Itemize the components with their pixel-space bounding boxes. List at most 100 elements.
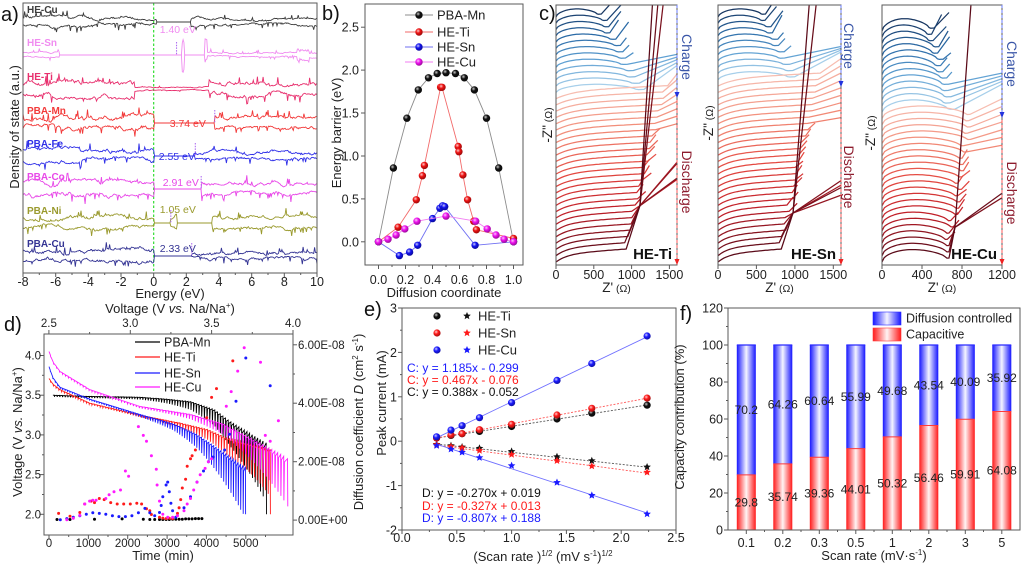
x-tick-label: 1.0: [503, 531, 520, 545]
y-axis-label: -Z" (Ω): [701, 105, 716, 140]
x-tick-label: 2.5: [667, 531, 684, 545]
x-tick-label: 0: [150, 275, 157, 289]
diffusion-point: [215, 387, 218, 391]
diffusion-point: [58, 518, 62, 522]
y-tick-label: 2.5: [342, 21, 359, 35]
legend-item-he-ti: HE-Ti: [433, 309, 511, 324]
diffusion-point: [159, 504, 163, 507]
y-axis-label: -Z" (Ω): [863, 115, 878, 150]
series-label: PBA-Fe: [27, 139, 64, 150]
bar-value-label-capacitive: 50.32: [877, 477, 907, 491]
diffusion-point: [166, 515, 170, 519]
x-tick-label: 0.1: [738, 536, 755, 550]
data-point-d: [643, 510, 651, 518]
data-point: [460, 74, 468, 82]
dos-spin-up-line: [22, 38, 318, 56]
bar-diffusion-controlled: [846, 345, 866, 449]
gitt-voltage-line: [52, 394, 267, 515]
diffusion-point: [189, 457, 192, 461]
data-point: [438, 83, 446, 92]
bar-value-label-diffusion: 64.26: [768, 397, 798, 411]
dos-series-he-ti: HE-Ti: [22, 72, 318, 105]
diffusion-point: [190, 517, 194, 521]
data-point: [500, 235, 508, 243]
x-tick-label: 0: [46, 538, 52, 550]
diffusion-point: [122, 502, 126, 506]
data-point: [412, 196, 420, 204]
dos-series-he-cu: HE-Cu: [22, 5, 318, 33]
data-point: [403, 114, 411, 122]
x-tick-label: 6: [248, 275, 255, 289]
data-point: [401, 225, 409, 233]
label-part: Voltage (V: [105, 301, 169, 316]
discharge-spectrum-line: [882, 180, 970, 194]
label-part: (cm: [351, 360, 366, 385]
data-point: [418, 172, 427, 180]
x-tick-label: -8: [17, 275, 28, 289]
y-tick-label: 4.0: [25, 351, 41, 363]
charge-spectrum-line: [882, 75, 1002, 94]
y-tick-label: 80: [709, 376, 723, 390]
discharge-spectrum-line: [718, 109, 841, 131]
dos-series-pba-ni: PBA-Ni 1.05 eV: [22, 204, 318, 237]
legend-label: PBA-Mn: [437, 8, 485, 23]
diffusion-point: [164, 483, 168, 487]
discharge-spectrum-line: [882, 186, 967, 200]
band-gap-label: 2.91 eV: [163, 177, 199, 189]
data-point: [413, 217, 421, 225]
charge-spectrum-line: [556, 19, 620, 37]
panel-label: f): [680, 303, 692, 325]
band-gap-label: 2.33 eV: [160, 243, 196, 255]
dos-plot-area: HE-Cu HE-Sn 1.40 eV HE-Ti PBA-Mn 3.74 eV PBA-F…: [17, 2, 324, 289]
discharge-spectrum-line: [556, 159, 650, 181]
diffusion-point: [180, 517, 184, 521]
y-tick-label: 2.0: [25, 509, 41, 521]
bar-value-label-capacitive: 35.74: [768, 490, 798, 504]
label-superscript: 1/2: [601, 549, 613, 558]
x-tick-label: 10: [310, 275, 324, 289]
data-point: [509, 238, 518, 246]
label-superscript: +: [10, 371, 19, 376]
discharge-spectrum-line: [718, 202, 798, 225]
data-point-c: [588, 359, 596, 368]
diffusion-point: [141, 517, 145, 521]
diffusion-point: [148, 511, 152, 515]
legend-marker: [415, 28, 423, 36]
data-point: [495, 164, 503, 172]
discharge-spectrum-line: [718, 184, 841, 232]
label-part: (mV s: [552, 549, 590, 564]
data-point-c: [508, 399, 516, 407]
discharge-spectrum-line: [718, 5, 810, 263]
bar-value-label-diffusion: 40.09: [950, 375, 980, 389]
discharge-spectrum-line: [882, 155, 970, 169]
discharge-spectrum-line: [718, 79, 841, 106]
y-tick-label: -2: [386, 524, 397, 538]
discharge-spectrum-line: [882, 136, 1002, 150]
charge-spectrum-line: [882, 26, 947, 44]
discharge-arrow-head: [999, 259, 1005, 265]
x-tick-label: 2.0: [613, 531, 630, 545]
data-point: [451, 69, 460, 78]
label-superscript: -1: [590, 549, 598, 558]
bar-capacitive: [736, 474, 756, 530]
bar-value-label-diffusion: 55.99: [841, 390, 871, 404]
discharge-spectrum-line: [718, 140, 808, 163]
panel-f-capacity-contribution-chart: f) Capacity contribution (%) Scan rate (…: [672, 302, 1021, 563]
series-label: HE-Ti: [27, 72, 53, 83]
legend-label: HE-Ti: [437, 25, 470, 40]
label-part: Na/Na: [10, 375, 25, 416]
diffusion-point: [182, 506, 186, 510]
legend-swatch-capacitive: [872, 327, 902, 342]
impedance-curves: [556, 5, 677, 263]
bar-diffusion-controlled: [955, 345, 975, 420]
diffusion-point: [158, 499, 161, 503]
diffusion-point: [203, 466, 207, 470]
y-tick-label: 0: [716, 524, 723, 538]
diffusion-point: [223, 448, 227, 452]
discharge-spectrum-line: [882, 105, 1002, 125]
diffusion-point: [78, 513, 82, 517]
data-point-d: [553, 452, 561, 460]
dos-spin-down-line: [22, 255, 318, 267]
x-tick-label: 2: [183, 275, 190, 289]
discharge-spectrum-line: [556, 198, 641, 219]
